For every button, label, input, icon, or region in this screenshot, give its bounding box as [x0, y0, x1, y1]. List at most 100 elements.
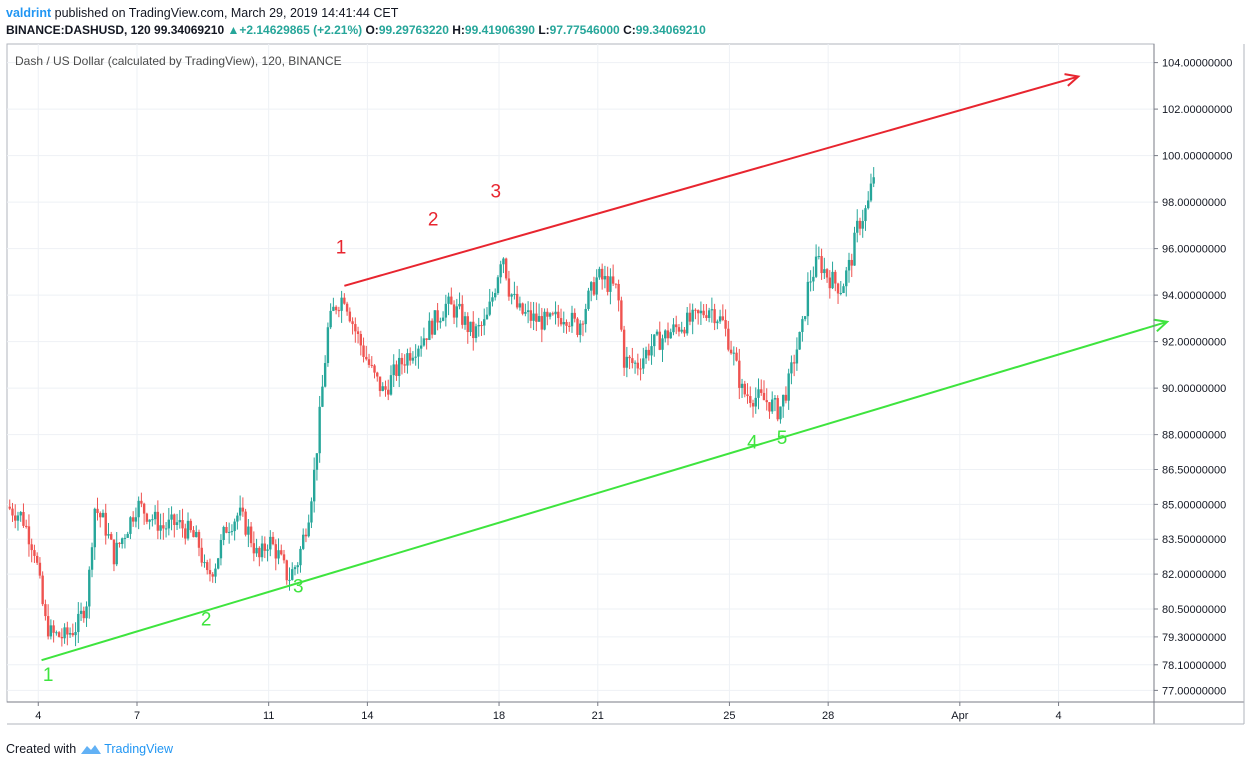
candle-body — [568, 325, 571, 327]
candle-body — [861, 221, 864, 229]
candle-body — [60, 636, 64, 639]
candle-body — [373, 365, 376, 373]
axes: 104.00000000 102.00000000 100.00000000 98.0… — [7, 44, 1245, 725]
candle-body — [417, 348, 420, 357]
candle-body — [477, 325, 480, 327]
annotation-label: 5 — [777, 428, 788, 449]
candle-body — [452, 304, 456, 318]
candle-body — [184, 528, 187, 539]
candle-body — [718, 316, 722, 322]
candle-body — [524, 312, 527, 314]
candle-body — [521, 303, 524, 314]
tradingview-brand[interactable]: TradingView — [80, 742, 173, 756]
candle-body — [653, 334, 656, 347]
candle-body — [581, 323, 585, 325]
candle-body — [68, 633, 72, 635]
candle-body — [90, 547, 94, 570]
candle-body — [195, 531, 198, 538]
candle-body — [99, 513, 102, 518]
y-tick-label: 85.00000000 — [1162, 499, 1226, 511]
candles — [8, 167, 875, 647]
candle-body — [441, 317, 445, 321]
candle-body — [266, 549, 269, 551]
candle-body — [203, 562, 206, 564]
candle-body — [557, 311, 560, 319]
candle-body — [307, 522, 310, 537]
candle-body — [565, 321, 568, 326]
candle-body — [669, 332, 672, 339]
candle-body — [258, 547, 261, 558]
candle-body — [455, 306, 459, 318]
trend-arrowhead-resistance — [1064, 73, 1081, 87]
candle-body — [302, 534, 305, 549]
high-label: H: — [452, 23, 465, 37]
candle-body — [44, 604, 47, 617]
candle-body — [439, 320, 442, 323]
annotation-label: 2 — [428, 209, 439, 230]
trend-lines[interactable] — [41, 73, 1170, 662]
trend-arrowhead-support — [1153, 318, 1170, 333]
candle-body — [299, 548, 302, 566]
candle-body — [787, 373, 790, 401]
candle-body — [11, 508, 14, 516]
candle-body — [101, 512, 105, 518]
candle-body — [411, 357, 415, 361]
candle-body — [801, 319, 804, 332]
candle-body — [845, 270, 848, 287]
candle-body — [35, 555, 39, 563]
candle-body — [247, 526, 250, 535]
y-tick-label: 92.00000000 — [1162, 337, 1226, 349]
candle-body — [153, 511, 157, 520]
candle-body — [351, 321, 354, 325]
candle-body — [312, 469, 316, 502]
candle-body — [817, 256, 821, 258]
candle-body — [192, 530, 195, 538]
close-label: C: — [623, 23, 636, 37]
candle-body — [167, 519, 171, 529]
annotation-label: 1 — [336, 237, 347, 258]
symbol-label: BINANCE:DASHUSD, 120 — [6, 23, 151, 37]
candle-body — [362, 345, 365, 357]
candle-body — [727, 328, 730, 350]
y-tick-label: 98.00000000 — [1162, 197, 1226, 209]
candle-body — [85, 606, 88, 619]
candle-body — [814, 256, 818, 277]
candle-body — [595, 277, 598, 295]
candle-body — [485, 314, 489, 320]
candle-body — [74, 632, 77, 636]
candle-body — [186, 520, 190, 539]
candle-body — [576, 318, 579, 335]
candle-body — [282, 554, 286, 561]
candle-body — [419, 345, 423, 349]
candle-body — [466, 316, 469, 333]
candle-body — [496, 277, 500, 294]
candle-body — [738, 360, 741, 388]
candle-body — [633, 362, 637, 364]
candle-body — [554, 311, 557, 315]
candle-body — [543, 311, 546, 330]
candle-body — [771, 399, 774, 412]
candle-body — [647, 349, 650, 356]
candle-body — [88, 569, 91, 607]
candle-body — [22, 512, 25, 526]
candle-body — [655, 331, 659, 335]
candle-body — [707, 310, 711, 318]
candle-body — [214, 568, 217, 577]
y-tick-label: 96.00000000 — [1162, 244, 1226, 256]
candle-body — [850, 259, 853, 266]
open-value: 99.29763220 — [378, 23, 449, 37]
candle-body — [430, 320, 434, 335]
x-tick-label: 4 — [35, 710, 41, 722]
author-link[interactable]: valdrint — [6, 6, 52, 20]
candle-body — [639, 368, 642, 370]
candle-body — [856, 220, 859, 233]
candle-body — [513, 293, 516, 295]
candle-body — [400, 357, 404, 365]
x-tick-label: 4 — [1055, 710, 1061, 722]
candle-body — [488, 301, 491, 315]
candle-body — [510, 294, 513, 297]
candle-body — [57, 632, 61, 637]
candle-body — [603, 276, 607, 280]
price-change: +2.14629865 (+2.21%) — [239, 23, 363, 37]
